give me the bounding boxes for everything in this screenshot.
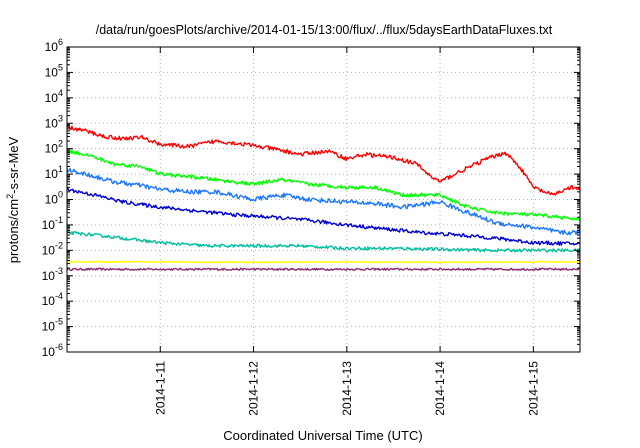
- x-tick-label: 2014-1-15: [526, 361, 540, 416]
- series-layer: [66, 125, 581, 271]
- x-tick-label: 2014-1-12: [247, 361, 261, 416]
- y-tick-label: 101: [45, 164, 63, 181]
- series-line: [66, 260, 581, 264]
- series-line: [66, 230, 581, 253]
- x-axis-title: Coordinated Universal Time (UTC): [223, 428, 422, 443]
- series-line: [66, 149, 581, 222]
- y-tick-label: 100: [45, 190, 63, 207]
- chart-title: /data/run/goesPlots/archive/2014-01-15/1…: [96, 23, 553, 37]
- x-axis: 2014-1-11 2014-1-12 2014-1-13 2014-1-14 2014…: [153, 47, 540, 416]
- y-tick-label: 105: [45, 62, 63, 79]
- y-tick-label: 10-5: [42, 317, 63, 334]
- y-tick-label: 10-4: [42, 291, 63, 308]
- y-tick-label: 10-6: [42, 342, 63, 359]
- x-tick-label: 2014-1-11: [153, 361, 167, 415]
- y-tick-label: 10-2: [42, 240, 63, 257]
- y-tick-label: 103: [45, 113, 63, 130]
- y-axis-title: protons/cm2-s-sr-MeV: [5, 136, 21, 263]
- series-line: [66, 188, 581, 246]
- y-axis: 10-6 10-5 10-4 10-3 10-2 10-1 100 101 102 103 104 1…: [42, 37, 580, 359]
- y-tick-label: 10-3: [42, 266, 63, 283]
- y-tick-label: 104: [45, 88, 63, 105]
- series-line: [66, 267, 581, 271]
- y-tick-label: 10-1: [42, 215, 63, 232]
- y-tick-label: 106: [45, 37, 63, 54]
- series-line: [66, 125, 581, 196]
- series-line: [66, 167, 581, 236]
- y-tick-label: 102: [45, 139, 63, 156]
- x-tick-label: 2014-1-13: [340, 361, 354, 416]
- x-tick-label: 2014-1-14: [433, 361, 447, 416]
